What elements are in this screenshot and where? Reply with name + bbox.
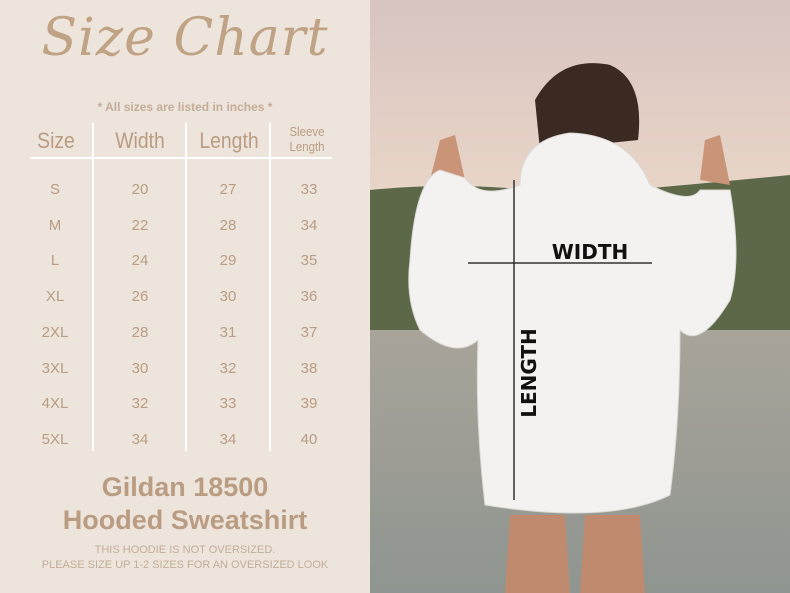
width-cell: 22 (131, 216, 149, 234)
size-cell: 3XL (41, 359, 69, 377)
sleeve-cell: 37 (300, 323, 318, 341)
size-cell: 2XL (41, 323, 69, 341)
header-divider (30, 157, 332, 159)
legs (505, 515, 645, 593)
sleeve-cell: 39 (300, 395, 318, 413)
chart-title: Size Chart (41, 8, 329, 68)
width-cell: 26 (131, 288, 149, 306)
hair (535, 63, 640, 150)
length-cell: 34 (219, 430, 237, 448)
length-cell: 33 (219, 395, 237, 413)
size-cell: M (48, 216, 62, 234)
product-name: Hooded Sweatshirt (62, 505, 308, 535)
hoodie (408, 132, 737, 514)
column-divider (92, 123, 94, 451)
width-cell: 30 (131, 359, 149, 377)
sleeve-cell: 36 (300, 288, 318, 306)
model-photo: WIDTH LENGTH (370, 0, 790, 593)
size-cell: 4XL (41, 395, 69, 413)
header-size: Size (37, 128, 75, 153)
disclaimer-line-1: THIS HOODIE IS NOT OVERSIZED. (94, 544, 276, 556)
width-cell: 28 (131, 323, 149, 341)
width-cell: 34 (131, 430, 149, 448)
brand-name: Gildan 18500 (101, 472, 269, 502)
sleeve-cell: 33 (300, 181, 318, 198)
sleeve-cell: 34 (300, 216, 318, 234)
sleeve-cell: 40 (300, 430, 318, 448)
length-cell: 27 (219, 181, 237, 198)
units-note: * All sizes are listed in inches * (97, 100, 273, 114)
header-sleeve-length: Sleeve Length (289, 124, 325, 154)
size-cell: 5XL (41, 430, 69, 448)
sleeve-cell: 35 (300, 252, 318, 270)
width-cell: 24 (131, 252, 149, 270)
disclaimer-line-2: PLEASE SIZE UP 1-2 SIZES FOR AN OVERSIZE… (41, 559, 329, 571)
size-cell: XL (45, 288, 65, 306)
column-divider (269, 123, 271, 451)
length-cell: 29 (219, 252, 237, 270)
length-cell: 30 (219, 288, 237, 306)
header-length: Length (199, 128, 259, 153)
length-cell: 28 (219, 216, 237, 234)
length-label: LENGTH (517, 328, 541, 418)
header-width: Width (115, 128, 165, 153)
column-divider (185, 123, 187, 451)
length-cell: 31 (219, 323, 237, 341)
width-label: WIDTH (552, 240, 628, 264)
size-chart-panel: Size Chart * All sizes are listed in inc… (0, 0, 370, 593)
sleeve-cell: 38 (300, 359, 318, 377)
size-cell: L (50, 252, 60, 270)
size-cell: S (49, 181, 60, 198)
length-cell: 32 (219, 359, 237, 377)
width-cell: 20 (131, 181, 149, 198)
width-cell: 32 (131, 395, 149, 413)
